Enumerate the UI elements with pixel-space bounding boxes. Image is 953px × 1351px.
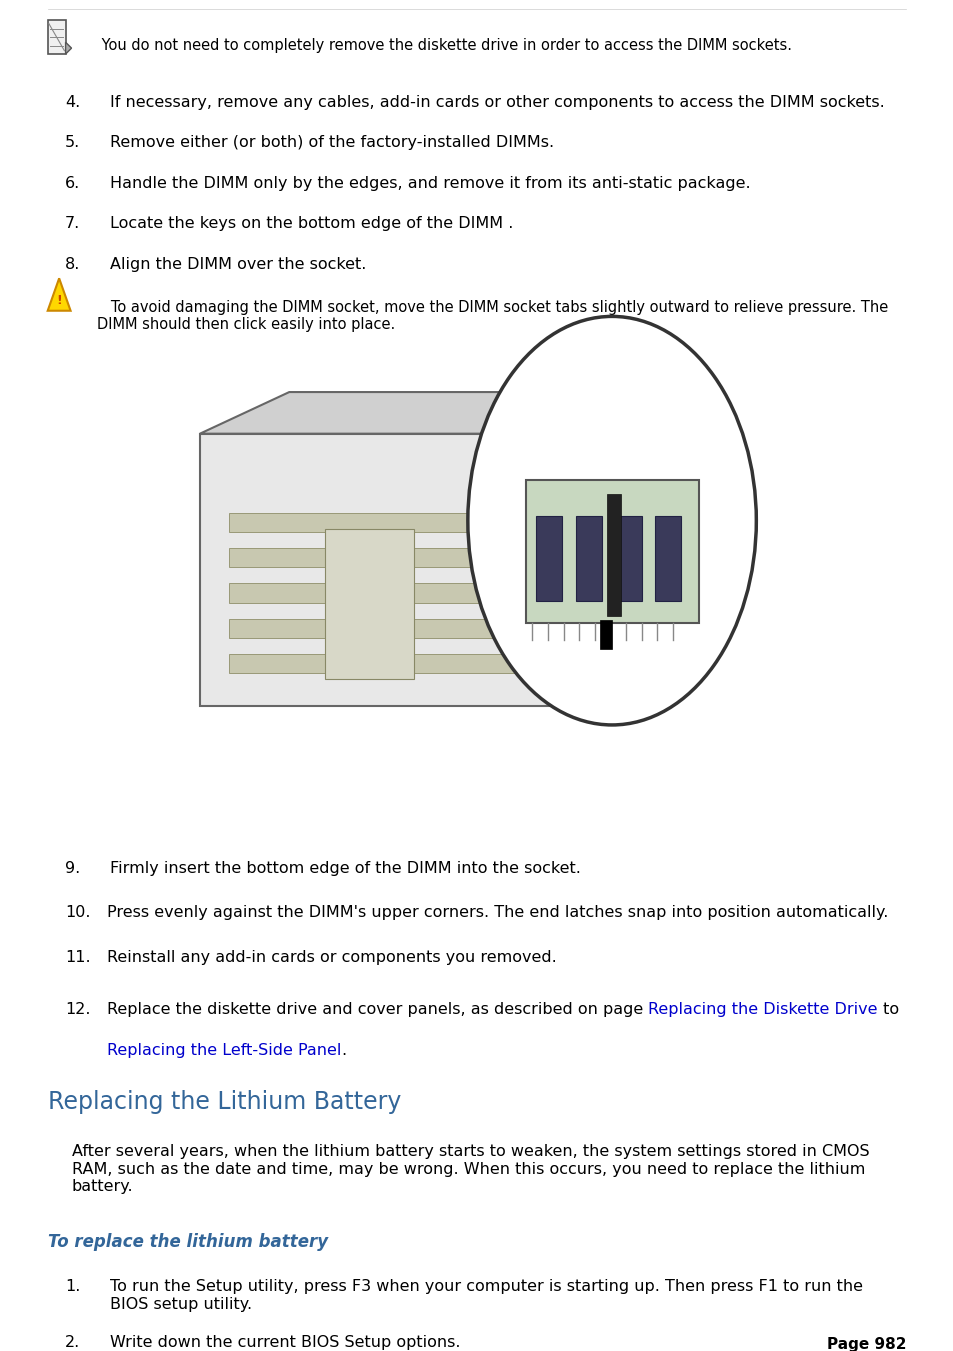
- Text: 6.: 6.: [65, 176, 80, 190]
- Text: After several years, when the lithium battery starts to weaken, the system setti: After several years, when the lithium ba…: [71, 1144, 868, 1194]
- Text: Write down the current BIOS Setup options.: Write down the current BIOS Setup option…: [110, 1335, 459, 1350]
- FancyBboxPatch shape: [229, 549, 528, 567]
- FancyBboxPatch shape: [229, 654, 528, 673]
- Text: .: .: [341, 1043, 346, 1058]
- FancyBboxPatch shape: [48, 20, 66, 54]
- Text: 12.: 12.: [65, 1002, 91, 1017]
- Text: Page 982: Page 982: [826, 1337, 905, 1351]
- Text: Reinstall any add-in cards or components you removed.: Reinstall any add-in cards or components…: [107, 950, 556, 965]
- Text: 5.: 5.: [65, 135, 80, 150]
- Text: 2.: 2.: [65, 1335, 80, 1350]
- FancyBboxPatch shape: [615, 516, 640, 601]
- Text: Handle the DIMM only by the edges, and remove it from its anti-static package.: Handle the DIMM only by the edges, and r…: [110, 176, 750, 190]
- FancyBboxPatch shape: [575, 516, 601, 601]
- Text: You do not need to completely remove the diskette drive in order to access the D: You do not need to completely remove the…: [97, 38, 792, 53]
- Text: 11.: 11.: [65, 950, 91, 965]
- Text: 4.: 4.: [65, 95, 80, 109]
- Text: !: !: [56, 293, 62, 307]
- Text: To run the Setup utility, press F3 when your computer is starting up. Then press: To run the Setup utility, press F3 when …: [110, 1279, 862, 1312]
- Text: Replacing the Lithium Battery: Replacing the Lithium Battery: [48, 1090, 400, 1115]
- Text: 1.: 1.: [65, 1279, 80, 1294]
- Text: 9.: 9.: [65, 861, 80, 875]
- Polygon shape: [48, 278, 71, 311]
- Text: Align the DIMM over the socket.: Align the DIMM over the socket.: [110, 257, 366, 272]
- Text: Replacing the Left-Side Panel: Replacing the Left-Side Panel: [107, 1043, 341, 1058]
- Text: Firmly insert the bottom edge of the DIMM into the socket.: Firmly insert the bottom edge of the DIM…: [110, 861, 580, 875]
- Text: Replacing the Diskette Drive: Replacing the Diskette Drive: [647, 1002, 877, 1017]
- FancyBboxPatch shape: [606, 494, 620, 616]
- Polygon shape: [200, 392, 646, 434]
- Text: 7.: 7.: [65, 216, 80, 231]
- FancyBboxPatch shape: [655, 516, 680, 601]
- Text: Press evenly against the DIMM's upper corners. The end latches snap into positio: Press evenly against the DIMM's upper co…: [107, 905, 887, 920]
- FancyBboxPatch shape: [599, 620, 612, 648]
- FancyBboxPatch shape: [229, 619, 528, 638]
- Text: to: to: [877, 1002, 898, 1017]
- Text: To avoid damaging the DIMM socket, move the DIMM socket tabs slightly outward to: To avoid damaging the DIMM socket, move …: [97, 300, 887, 332]
- FancyBboxPatch shape: [536, 516, 561, 601]
- FancyBboxPatch shape: [525, 480, 698, 623]
- Text: 10.: 10.: [65, 905, 91, 920]
- Text: 8.: 8.: [65, 257, 80, 272]
- Text: Replace the diskette drive and cover panels, as described on page: Replace the diskette drive and cover pan…: [107, 1002, 647, 1017]
- Polygon shape: [557, 392, 646, 707]
- Circle shape: [467, 316, 756, 725]
- Polygon shape: [66, 42, 71, 54]
- FancyBboxPatch shape: [229, 512, 528, 532]
- Text: If necessary, remove any cables, add-in cards or other components to access the : If necessary, remove any cables, add-in …: [110, 95, 883, 109]
- FancyBboxPatch shape: [325, 530, 414, 678]
- FancyBboxPatch shape: [229, 584, 528, 603]
- Text: Locate the keys on the bottom edge of the DIMM .: Locate the keys on the bottom edge of th…: [110, 216, 513, 231]
- Text: To replace the lithium battery: To replace the lithium battery: [48, 1233, 328, 1251]
- FancyBboxPatch shape: [200, 434, 557, 707]
- Text: Remove either (or both) of the factory-installed DIMMs.: Remove either (or both) of the factory-i…: [110, 135, 554, 150]
